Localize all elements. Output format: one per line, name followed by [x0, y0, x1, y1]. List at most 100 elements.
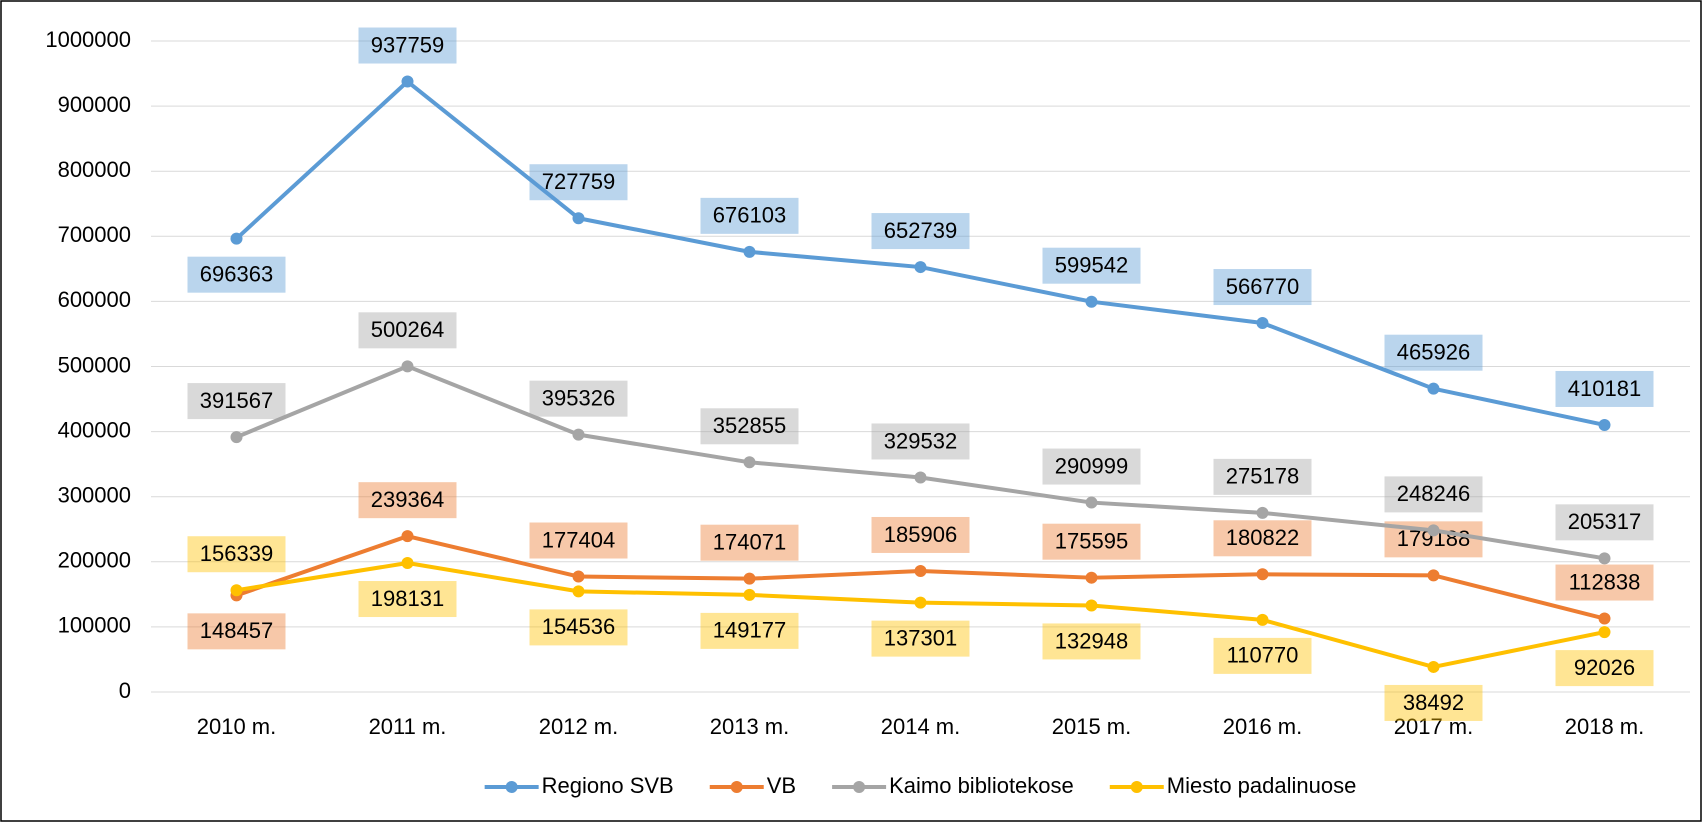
data-label-bg	[187, 383, 286, 420]
data-point	[1598, 612, 1611, 625]
data-label-bg	[1555, 650, 1654, 687]
data-point	[743, 245, 756, 258]
data-label-bg	[1042, 448, 1141, 485]
data-point	[914, 564, 927, 577]
legend-marker	[505, 781, 518, 793]
data-label-bg	[1042, 247, 1141, 284]
x-tick-label: 2012 m.	[539, 714, 619, 739]
y-tick-label: 700000	[58, 222, 131, 247]
y-tick-label: 300000	[58, 483, 131, 508]
legend-label: VB	[767, 773, 796, 798]
data-label: 177404	[542, 527, 615, 552]
data-label-bg	[187, 256, 286, 293]
data-labels: 696363 937759 727759 676103 652739 599542 5667…	[187, 27, 1654, 721]
legend-marker	[1130, 781, 1143, 793]
data-label-bg	[871, 516, 970, 553]
data-label: 149177	[713, 618, 786, 643]
y-tick-label: 800000	[58, 157, 131, 182]
data-label: 112838	[1569, 569, 1641, 594]
data-label-bg	[187, 536, 286, 573]
data-label: 239364	[371, 487, 444, 512]
y-tick-label: 400000	[58, 417, 131, 442]
data-point	[572, 212, 585, 225]
data-label: 937759	[371, 32, 444, 57]
data-label-bg	[1042, 523, 1141, 560]
data-point	[1427, 382, 1440, 395]
x-tick-label: 2018 m.	[1565, 714, 1645, 739]
data-label-bg	[1213, 637, 1312, 674]
data-point	[1256, 506, 1269, 519]
data-label: 352855	[713, 413, 786, 438]
legend-marker	[853, 781, 866, 793]
data-label: 410181	[1568, 376, 1641, 401]
data-label: 727759	[542, 169, 615, 194]
data-label-bg	[529, 380, 628, 417]
data-label: 38492	[1403, 690, 1464, 715]
legend-item: Regiono SVB	[484, 773, 674, 798]
data-point	[572, 428, 585, 441]
data-label: 391567	[200, 388, 273, 413]
data-point	[401, 557, 414, 570]
data-label-bg	[871, 620, 970, 657]
data-point	[743, 456, 756, 469]
data-label-bg	[700, 197, 799, 234]
legend-item: VB	[709, 773, 796, 798]
data-label: 148457	[200, 618, 273, 643]
x-tick-label: 2015 m.	[1052, 714, 1132, 739]
y-tick-label: 200000	[58, 548, 131, 573]
data-label-bg	[700, 524, 799, 561]
data-label: 696363	[200, 261, 273, 286]
data-point	[1085, 295, 1098, 308]
data-point	[401, 360, 414, 373]
legend: Regiono SVB VB Kaimo bibliotekose Miesto pa…	[484, 773, 1356, 798]
data-label-bg	[358, 27, 457, 64]
data-label: 180822	[1226, 525, 1299, 550]
data-point	[1427, 569, 1440, 582]
x-tick-label: 2013 m.	[710, 714, 790, 739]
data-label: 652739	[884, 218, 957, 243]
data-label-bg	[1213, 458, 1312, 495]
legend-item: Kaimo bibliotekose	[832, 773, 1074, 798]
legend-item: Miesto padalinuose	[1109, 773, 1356, 798]
legend-marker	[730, 781, 743, 793]
data-point	[1085, 599, 1098, 612]
data-label-bg	[871, 213, 970, 250]
data-label-bg	[1213, 520, 1312, 557]
data-point	[1598, 626, 1611, 639]
x-tick-label: 2016 m.	[1223, 714, 1303, 739]
data-label: 205317	[1568, 509, 1641, 534]
x-tick-label: 2017 m.	[1394, 714, 1474, 739]
data-label-bg	[700, 408, 799, 445]
data-label: 599542	[1055, 253, 1128, 278]
x-tick-label: 2010 m.	[197, 714, 277, 739]
data-label-bg	[1384, 684, 1483, 721]
legend-label: Regiono SVB	[542, 773, 674, 798]
data-label-bg	[529, 522, 628, 559]
data-label: 329532	[884, 428, 957, 453]
data-label: 465926	[1397, 339, 1470, 364]
y-tick-label: 500000	[58, 352, 131, 377]
data-label-bg	[529, 609, 628, 646]
data-point	[743, 572, 756, 585]
data-label-bg	[700, 612, 799, 649]
data-label: 500264	[371, 317, 444, 342]
data-point	[572, 585, 585, 598]
data-point	[230, 584, 243, 597]
data-label: 132948	[1055, 628, 1128, 653]
data-point	[914, 261, 927, 274]
data-label-bg	[358, 482, 457, 519]
data-label: 92026	[1574, 655, 1635, 680]
data-point	[743, 588, 756, 601]
data-point	[230, 431, 243, 444]
data-point	[914, 596, 927, 609]
data-point	[1256, 568, 1269, 581]
data-label: 110770	[1227, 643, 1299, 668]
y-tick-label: 900000	[58, 92, 131, 117]
data-label: 154536	[542, 614, 615, 639]
data-label-bg	[871, 423, 970, 460]
data-point	[401, 530, 414, 543]
data-label-bg	[1555, 564, 1654, 601]
data-label: 676103	[713, 203, 786, 228]
